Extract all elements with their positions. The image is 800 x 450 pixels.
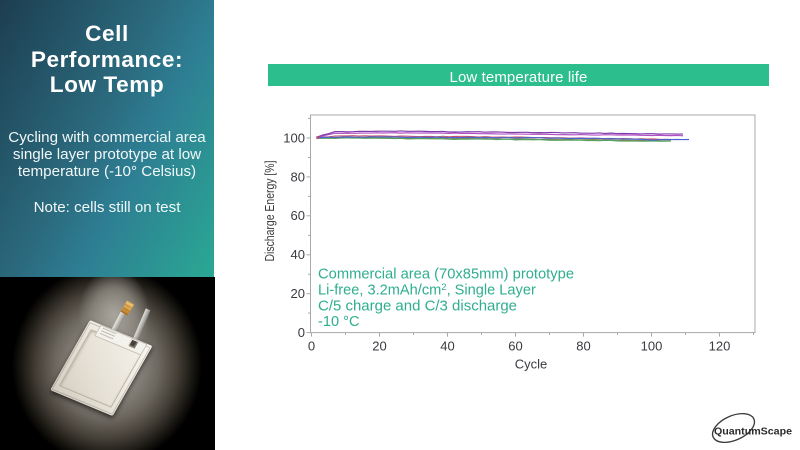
svg-text:0: 0 (298, 325, 305, 340)
svg-text:40: 40 (291, 247, 305, 262)
svg-text:40: 40 (440, 339, 454, 354)
svg-text:QuantumScape: QuantumScape (714, 427, 792, 438)
svg-text:80: 80 (576, 339, 590, 354)
svg-text:Discharge Energy [%]: Discharge Energy [%] (263, 161, 277, 262)
svg-text:0: 0 (308, 339, 315, 354)
svg-text:C/5 charge and C/3 discharge: C/5 charge and C/3 discharge (318, 298, 517, 314)
svg-text:80: 80 (291, 169, 305, 184)
svg-text:-10 °C: -10 °C (318, 314, 360, 330)
svg-text:100: 100 (283, 130, 305, 145)
svg-text:20: 20 (372, 339, 386, 354)
svg-text:20: 20 (291, 286, 305, 301)
svg-text:120: 120 (709, 339, 731, 354)
svg-text:60: 60 (508, 339, 522, 354)
svg-text:100: 100 (641, 339, 663, 354)
svg-text:Cycle: Cycle (515, 357, 548, 372)
svg-text:Li-free, 3.2mAh/cm2, Single La: Li-free, 3.2mAh/cm2, Single Layer (318, 282, 536, 299)
svg-text:60: 60 (291, 208, 305, 223)
svg-text:Commercial area (70x85mm) prot: Commercial area (70x85mm) prototype (318, 267, 574, 283)
